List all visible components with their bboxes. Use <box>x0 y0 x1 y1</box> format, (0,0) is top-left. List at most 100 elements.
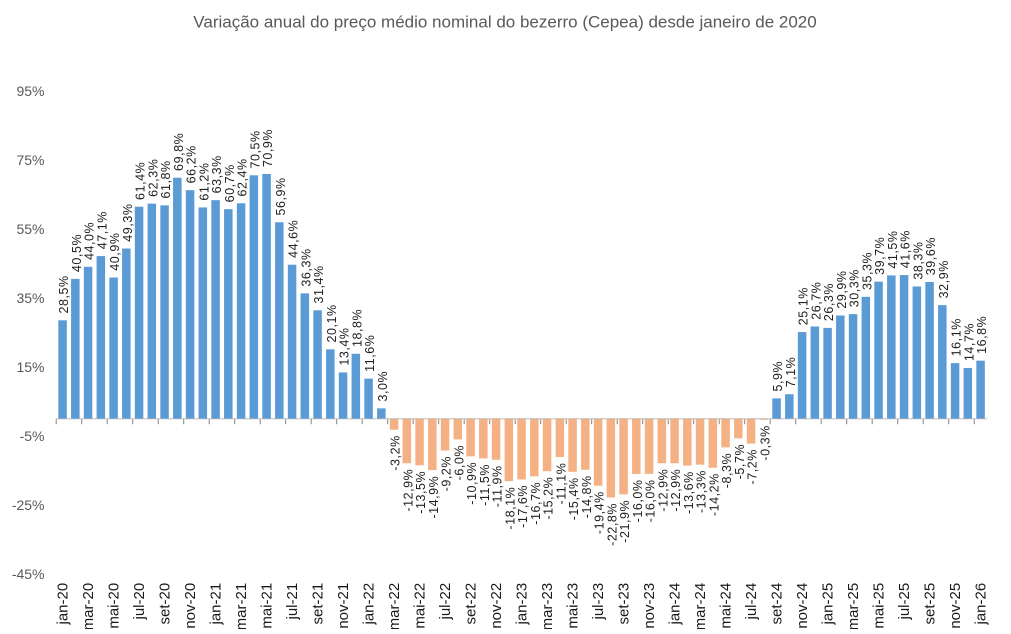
svg-text:jan-26: jan-26 <box>973 583 990 626</box>
svg-text:nov-25: nov-25 <box>947 583 964 629</box>
svg-text:jan-20: jan-20 <box>55 583 72 626</box>
svg-text:11,6%: 11,6% <box>363 335 377 372</box>
svg-text:26,7%: 26,7% <box>809 282 823 320</box>
svg-text:61,4%: 61,4% <box>134 162 148 200</box>
svg-text:mai-22: mai-22 <box>412 583 429 629</box>
svg-text:31,4%: 31,4% <box>312 265 326 303</box>
svg-text:-13,6%: -13,6% <box>682 471 696 514</box>
svg-text:39,7%: 39,7% <box>873 237 887 275</box>
svg-text:69,8%: 69,8% <box>172 133 186 171</box>
svg-text:35,3%: 35,3% <box>860 252 874 290</box>
svg-text:5,9%: 5,9% <box>771 361 785 392</box>
svg-text:63,3%: 63,3% <box>210 155 224 193</box>
svg-text:jul-22: jul-22 <box>437 583 454 621</box>
svg-text:40,9%: 40,9% <box>108 232 122 270</box>
svg-text:set-23: set-23 <box>616 583 633 625</box>
svg-text:mai-23: mai-23 <box>565 583 582 629</box>
svg-text:60,7%: 60,7% <box>223 164 237 202</box>
svg-text:-3,2%: -3,2% <box>389 435 403 470</box>
svg-text:mai-25: mai-25 <box>871 583 888 629</box>
svg-text:62,3%: 62,3% <box>146 159 160 197</box>
svg-text:jan-24: jan-24 <box>667 583 684 626</box>
svg-text:-5,7%: -5,7% <box>733 444 747 479</box>
svg-text:61,2%: 61,2% <box>197 162 211 200</box>
svg-text:44,6%: 44,6% <box>287 220 301 258</box>
svg-text:15%: 15% <box>16 359 44 375</box>
svg-text:-10,9%: -10,9% <box>465 462 479 505</box>
svg-text:66,2%: 66,2% <box>185 145 199 183</box>
svg-text:-13,5%: -13,5% <box>414 471 428 514</box>
svg-text:-11,9%: -11,9% <box>491 465 505 507</box>
svg-text:-6,0%: -6,0% <box>452 445 466 480</box>
svg-text:jan-23: jan-23 <box>514 583 531 626</box>
svg-text:set-25: set-25 <box>922 583 939 625</box>
svg-text:56,9%: 56,9% <box>274 177 288 215</box>
svg-text:20,1%: 20,1% <box>325 304 339 342</box>
svg-text:32,9%: 32,9% <box>937 260 951 298</box>
svg-text:70,9%: 70,9% <box>261 129 275 167</box>
svg-text:mar-22: mar-22 <box>386 583 403 629</box>
svg-text:-16,0%: -16,0% <box>631 479 645 522</box>
svg-text:-13,3%: -13,3% <box>695 470 709 513</box>
svg-text:set-24: set-24 <box>769 583 786 625</box>
svg-text:jul-20: jul-20 <box>131 583 148 621</box>
svg-text:Variação anual do preço médio: Variação anual do preço médio nominal do… <box>193 13 816 32</box>
svg-text:-11,5%: -11,5% <box>478 464 492 506</box>
svg-text:nov-24: nov-24 <box>794 583 811 629</box>
svg-text:nov-23: nov-23 <box>641 583 658 629</box>
svg-text:jul-21: jul-21 <box>284 583 301 621</box>
svg-text:36,3%: 36,3% <box>299 248 313 286</box>
svg-text:-12,9%: -12,9% <box>401 469 415 512</box>
svg-text:jul-24: jul-24 <box>743 583 760 621</box>
svg-text:41,6%: 41,6% <box>899 230 913 268</box>
svg-text:nov-20: nov-20 <box>182 583 199 629</box>
svg-text:28,5%: 28,5% <box>57 275 71 313</box>
svg-text:49,3%: 49,3% <box>121 203 135 241</box>
svg-text:-22,8%: -22,8% <box>605 503 619 546</box>
svg-text:25,1%: 25,1% <box>797 287 811 325</box>
svg-text:13,4%: 13,4% <box>338 327 352 365</box>
svg-text:mar-24: mar-24 <box>692 583 709 629</box>
svg-text:-18,1%: -18,1% <box>503 487 517 530</box>
svg-text:-14,2%: -14,2% <box>707 473 721 516</box>
svg-text:29,9%: 29,9% <box>835 270 849 308</box>
svg-text:62,4%: 62,4% <box>236 158 250 196</box>
svg-text:mar-25: mar-25 <box>845 583 862 629</box>
svg-text:47,1%: 47,1% <box>95 211 109 249</box>
svg-text:jan-22: jan-22 <box>361 583 378 626</box>
svg-text:-17,6%: -17,6% <box>516 485 530 528</box>
svg-text:nov-22: nov-22 <box>488 583 505 629</box>
svg-text:jan-25: jan-25 <box>820 583 837 626</box>
svg-text:-19,4%: -19,4% <box>593 491 607 534</box>
svg-text:mai-20: mai-20 <box>106 583 123 629</box>
svg-text:set-20: set-20 <box>157 583 174 625</box>
svg-text:-9,2%: -9,2% <box>440 456 454 491</box>
svg-text:-15,2%: -15,2% <box>542 477 556 520</box>
svg-text:61,8%: 61,8% <box>159 160 173 198</box>
svg-text:jul-23: jul-23 <box>590 583 607 621</box>
svg-text:-25%: -25% <box>12 497 45 513</box>
svg-text:mai-24: mai-24 <box>718 583 735 629</box>
svg-text:26,3%: 26,3% <box>822 283 836 321</box>
svg-text:-14,9%: -14,9% <box>427 476 441 519</box>
svg-text:16,1%: 16,1% <box>950 318 964 356</box>
svg-text:mar-20: mar-20 <box>80 583 97 629</box>
svg-text:14,7%: 14,7% <box>962 323 976 361</box>
svg-text:-11,1%: -11,1% <box>554 463 568 505</box>
svg-text:jul-25: jul-25 <box>896 583 913 621</box>
svg-text:set-21: set-21 <box>310 583 327 625</box>
svg-text:35%: 35% <box>16 290 44 306</box>
svg-text:44,0%: 44,0% <box>83 222 97 260</box>
svg-text:40,5%: 40,5% <box>70 234 84 272</box>
svg-text:18,8%: 18,8% <box>350 309 364 347</box>
svg-text:-14,8%: -14,8% <box>580 475 594 518</box>
svg-text:75%: 75% <box>16 152 44 168</box>
svg-text:mar-23: mar-23 <box>539 583 556 629</box>
svg-text:-12,9%: -12,9% <box>656 469 670 512</box>
svg-text:mai-21: mai-21 <box>259 583 276 629</box>
svg-text:jan-21: jan-21 <box>208 583 225 626</box>
svg-text:38,3%: 38,3% <box>911 241 925 279</box>
svg-text:41,5%: 41,5% <box>886 230 900 268</box>
svg-text:3,0%: 3,0% <box>376 371 390 402</box>
svg-text:-5%: -5% <box>20 428 45 444</box>
